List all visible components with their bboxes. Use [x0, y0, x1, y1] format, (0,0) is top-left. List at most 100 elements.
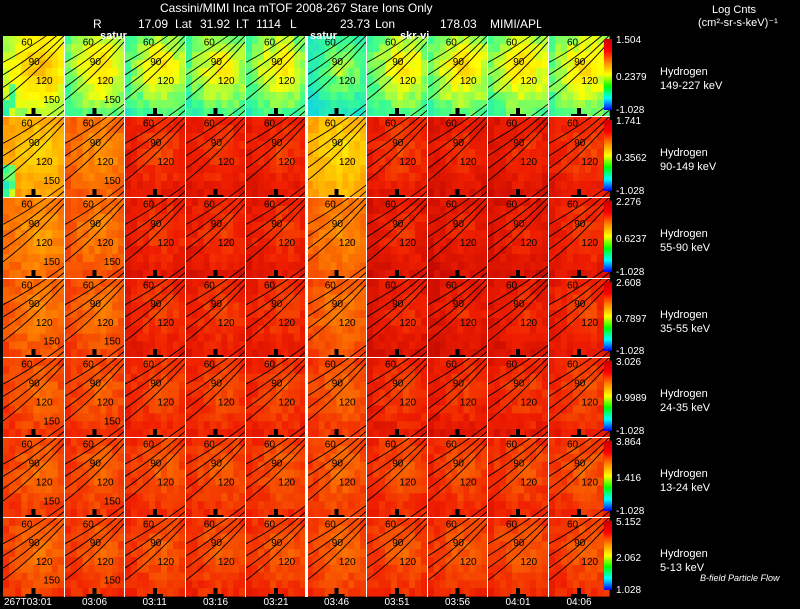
contour-label: 120	[460, 238, 477, 249]
contour-label: 60	[264, 200, 276, 211]
contour-label: 150	[104, 416, 121, 427]
contour-label: 90	[29, 57, 41, 68]
heatmap-cell: 60 90 120	[548, 505, 610, 604]
contour-label: 60	[385, 200, 397, 211]
colorbar-max-label: 2.608	[616, 278, 642, 289]
contour-label: 120	[460, 318, 477, 329]
contour-label: 60	[264, 38, 276, 49]
overlay-label-skr: skr-vi	[400, 30, 430, 42]
contour-label: 120	[97, 477, 114, 488]
contour-label: 90	[392, 138, 404, 149]
heatmap-cell: 60 90 120	[124, 22, 186, 124]
heatmap-cell: 60 90 120	[306, 103, 367, 205]
contour-label: 120	[278, 397, 295, 408]
colorbar-max-label: 3.026	[616, 357, 642, 368]
contour-label: 90	[271, 458, 283, 469]
contour-label: 60	[567, 519, 579, 530]
contour-label: 150	[43, 95, 60, 106]
contour-label: 60	[506, 200, 518, 211]
contour-label: 90	[211, 219, 223, 230]
contour-label: 60	[21, 440, 33, 451]
contour-label: 60	[446, 360, 458, 371]
contour-label: 60	[506, 119, 518, 130]
colorbar-min-label: -1.028	[616, 506, 645, 517]
contour-label: 60	[446, 440, 458, 451]
contour-label: 60	[567, 38, 579, 49]
contour-label: 120	[399, 238, 416, 249]
contour-label: 60	[83, 519, 95, 530]
contour-label: 120	[581, 157, 598, 168]
heatmap-cell: 60 90 120	[124, 103, 186, 205]
l-label: L	[290, 17, 297, 31]
contour-label: 90	[332, 138, 344, 149]
heatmap-cell: 60 90 120	[124, 266, 186, 365]
contour-label: 90	[271, 378, 283, 389]
heatmap-cell: 60 90 120	[185, 184, 246, 286]
heatmap-cell: 60 90 120	[306, 505, 367, 604]
colorbar-mid-label: 0.3562	[616, 152, 647, 164]
heatmap-cell: 60 90 120	[124, 184, 186, 286]
lon-label: Lon	[375, 17, 396, 31]
colorbar	[604, 201, 612, 272]
heatmap-cell: 60 90 120	[245, 425, 307, 525]
contour-label: 120	[36, 397, 53, 408]
colorbar-mid-label: 0.2379	[616, 71, 647, 83]
contour-label: 60	[204, 119, 216, 130]
colorbar-min-label: -1.028	[616, 267, 645, 278]
contour-label: 60	[83, 200, 95, 211]
contour-label: 120	[581, 397, 598, 408]
contour-label: 120	[36, 477, 53, 488]
contour-label: 120	[218, 157, 235, 168]
contour-label: 90	[574, 378, 586, 389]
contour-label: 60	[264, 440, 276, 451]
contour-label: 90	[29, 299, 41, 310]
contour-label: 60	[264, 280, 276, 291]
contour-label: 90	[453, 458, 465, 469]
heatmap-cell: 60 90 120	[366, 22, 428, 124]
contour-label: 90	[271, 538, 283, 549]
heatmap-cell: 60 90 120 150	[64, 266, 125, 365]
heatmap-cell: 60 90 120	[124, 505, 186, 604]
contour-label: 120	[581, 318, 598, 329]
contour-label: 60	[83, 119, 95, 130]
contour-label: 90	[90, 299, 102, 310]
contour-label: 90	[574, 138, 586, 149]
contour-label: 60	[83, 440, 95, 451]
contour-label: 120	[460, 477, 477, 488]
contour-label: 120	[218, 238, 235, 249]
heatmap-cell: 60 90 120 150	[64, 103, 125, 205]
heatmap-cell: 60 90 120	[548, 345, 610, 445]
panel-species-label: Hydrogen	[660, 468, 708, 480]
contour-label: 60	[385, 38, 397, 49]
contour-label: 90	[574, 57, 586, 68]
contour-label: 120	[520, 318, 537, 329]
panel-species-label: Hydrogen	[660, 147, 708, 159]
contour-label: 120	[339, 318, 356, 329]
contour-label: 120	[278, 76, 295, 87]
panel-species-label: Hydrogen	[660, 66, 708, 78]
contour-label: 120	[36, 238, 53, 249]
panel-energy-label: 5-13 keV	[660, 562, 705, 574]
contour-label: 90	[211, 138, 223, 149]
contour-label: 120	[460, 157, 477, 168]
contour-label: 90	[513, 538, 525, 549]
contour-label: 90	[90, 57, 102, 68]
contour-label: 60	[21, 119, 33, 130]
contour-label: 90	[453, 219, 465, 230]
heatmap-cell: 60 90 120	[548, 266, 610, 365]
colorbar	[604, 120, 612, 191]
contour-label: 120	[278, 318, 295, 329]
heatmap-cell: 60 90 120	[306, 345, 367, 445]
contour-label: 60	[385, 119, 397, 130]
contour-label: 90	[513, 57, 525, 68]
heatmap-cell: 60 90 120	[366, 505, 428, 604]
contour-label: 120	[339, 557, 356, 568]
colorbar-mid-label: 1.416	[616, 473, 642, 484]
heatmap-cell: 60 90 120	[306, 425, 367, 525]
contour-label: 120	[399, 477, 416, 488]
heatmap-cell: 60 90 120	[185, 103, 246, 205]
heatmap-cell: 60 90 120 150	[2, 22, 65, 124]
contour-label: 120	[157, 557, 174, 568]
heatmap-cell: 60 90 120	[427, 345, 488, 445]
contour-label: 120	[339, 238, 356, 249]
